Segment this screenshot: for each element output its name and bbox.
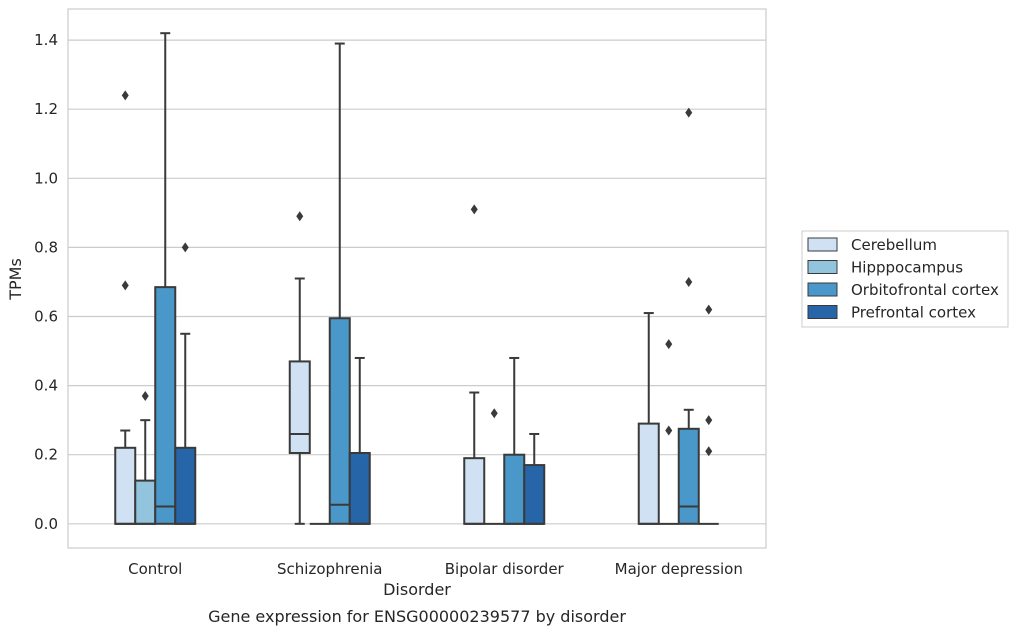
y-tick-label: 0.4 xyxy=(34,377,58,395)
outlier-point xyxy=(141,390,149,401)
box-group xyxy=(677,107,700,525)
outlier-point xyxy=(490,408,498,419)
x-axis-ticks: Control Schizophrenia Bipolar disorder Majo… xyxy=(128,560,743,578)
box xyxy=(174,446,197,525)
legend-swatch xyxy=(807,260,838,274)
y-tick-label: 0.0 xyxy=(34,515,58,533)
box-group xyxy=(348,356,371,525)
outlier-point xyxy=(685,276,693,287)
box xyxy=(677,427,700,525)
outlier-point xyxy=(705,304,713,315)
box-group xyxy=(658,339,679,525)
outlier-point xyxy=(705,446,713,457)
x-tick-label: Major depression xyxy=(615,560,743,578)
legend-label: Orbitofrontal cortex xyxy=(851,281,999,299)
outlier-point xyxy=(665,425,673,436)
outlier-point xyxy=(685,107,693,118)
chart-caption: Gene expression for ENSG00000239577 by d… xyxy=(208,607,626,626)
outlier-point xyxy=(181,242,189,253)
legend: Cerebellum Hipppocampus Orbitofrontal cort… xyxy=(801,230,1009,328)
plot-frame xyxy=(67,8,767,549)
y-tick-label: 1.2 xyxy=(34,100,58,118)
legend-swatch xyxy=(807,282,838,297)
legend-swatch xyxy=(807,237,838,252)
y-tick-label: 1.0 xyxy=(34,169,58,187)
box-group xyxy=(134,390,157,525)
x-tick-label: Bipolar disorder xyxy=(445,560,565,578)
box-group xyxy=(154,32,177,525)
box xyxy=(288,360,311,454)
box xyxy=(154,286,177,525)
box-group xyxy=(288,211,311,525)
box-group xyxy=(698,304,719,525)
box xyxy=(348,451,371,525)
box xyxy=(328,317,351,525)
legend-label: Hipppocampus xyxy=(851,259,963,277)
box-group xyxy=(523,432,546,525)
box xyxy=(523,464,546,525)
x-tick-label: Control xyxy=(128,560,182,578)
box xyxy=(463,457,486,525)
y-tick-label: 1.4 xyxy=(34,31,58,49)
outlier-point xyxy=(121,280,129,291)
legend-swatch xyxy=(807,305,838,319)
legend-label: Prefrontal cortex xyxy=(851,304,976,322)
box-group xyxy=(114,90,137,525)
box xyxy=(114,446,137,525)
box xyxy=(503,453,526,525)
legend-label: Cerebellum xyxy=(851,236,937,254)
outlier-point xyxy=(121,90,129,101)
box xyxy=(637,422,660,525)
box xyxy=(134,479,157,525)
box-group xyxy=(637,312,660,525)
y-axis-ticks: 0.0 0.2 0.4 0.6 0.8 1.0 1.2 1.4 xyxy=(34,31,58,533)
outlier-point xyxy=(470,204,478,215)
outlier-point xyxy=(665,339,673,350)
y-tick-label: 0.8 xyxy=(34,238,58,256)
box-series xyxy=(114,32,719,525)
y-axis-title: TPMs xyxy=(6,258,25,301)
box-group xyxy=(484,408,505,525)
outlier-point xyxy=(705,415,713,426)
box-group xyxy=(174,242,197,525)
box-group xyxy=(463,204,486,525)
y-tick-label: 0.2 xyxy=(34,446,58,464)
outlier-point xyxy=(296,211,304,222)
x-tick-label: Schizophrenia xyxy=(277,560,382,578)
box-group xyxy=(503,356,526,525)
y-tick-label: 0.6 xyxy=(34,308,58,326)
box-group xyxy=(328,42,351,525)
x-axis-title: Disorder xyxy=(383,580,451,599)
